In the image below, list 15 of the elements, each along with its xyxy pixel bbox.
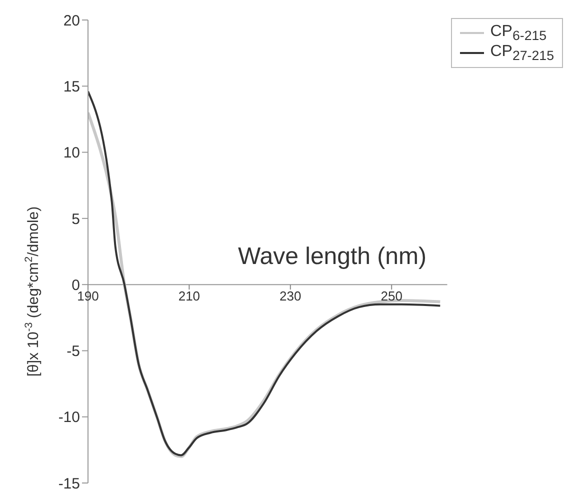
- y-tick-label: -10: [58, 409, 80, 426]
- legend-label: CP$_{6-215}$: [490, 23, 547, 44]
- y-tick-label: -15: [58, 475, 80, 492]
- x-tick-label: 250: [380, 288, 402, 304]
- x-tick-label: 230: [280, 288, 302, 304]
- y-tick-label: -5: [66, 343, 80, 360]
- y-tick-label: 5: [72, 210, 80, 228]
- legend-label: CP$_{27-215}$: [490, 43, 554, 64]
- y-tick-label: 10: [63, 144, 80, 162]
- x-axis-title: Wave length (nm): [238, 242, 427, 271]
- y-tick-label: 20: [63, 12, 80, 30]
- x-tick-label: 190: [77, 288, 99, 304]
- y-tick-label: 0: [72, 276, 80, 294]
- x-tick-label: 210: [178, 288, 200, 304]
- y-tick-label: 15: [63, 78, 80, 96]
